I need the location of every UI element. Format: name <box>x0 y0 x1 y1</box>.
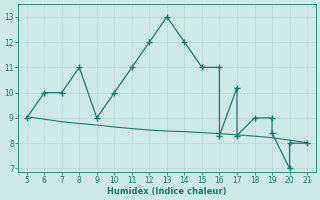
X-axis label: Humidex (Indice chaleur): Humidex (Indice chaleur) <box>107 187 227 196</box>
